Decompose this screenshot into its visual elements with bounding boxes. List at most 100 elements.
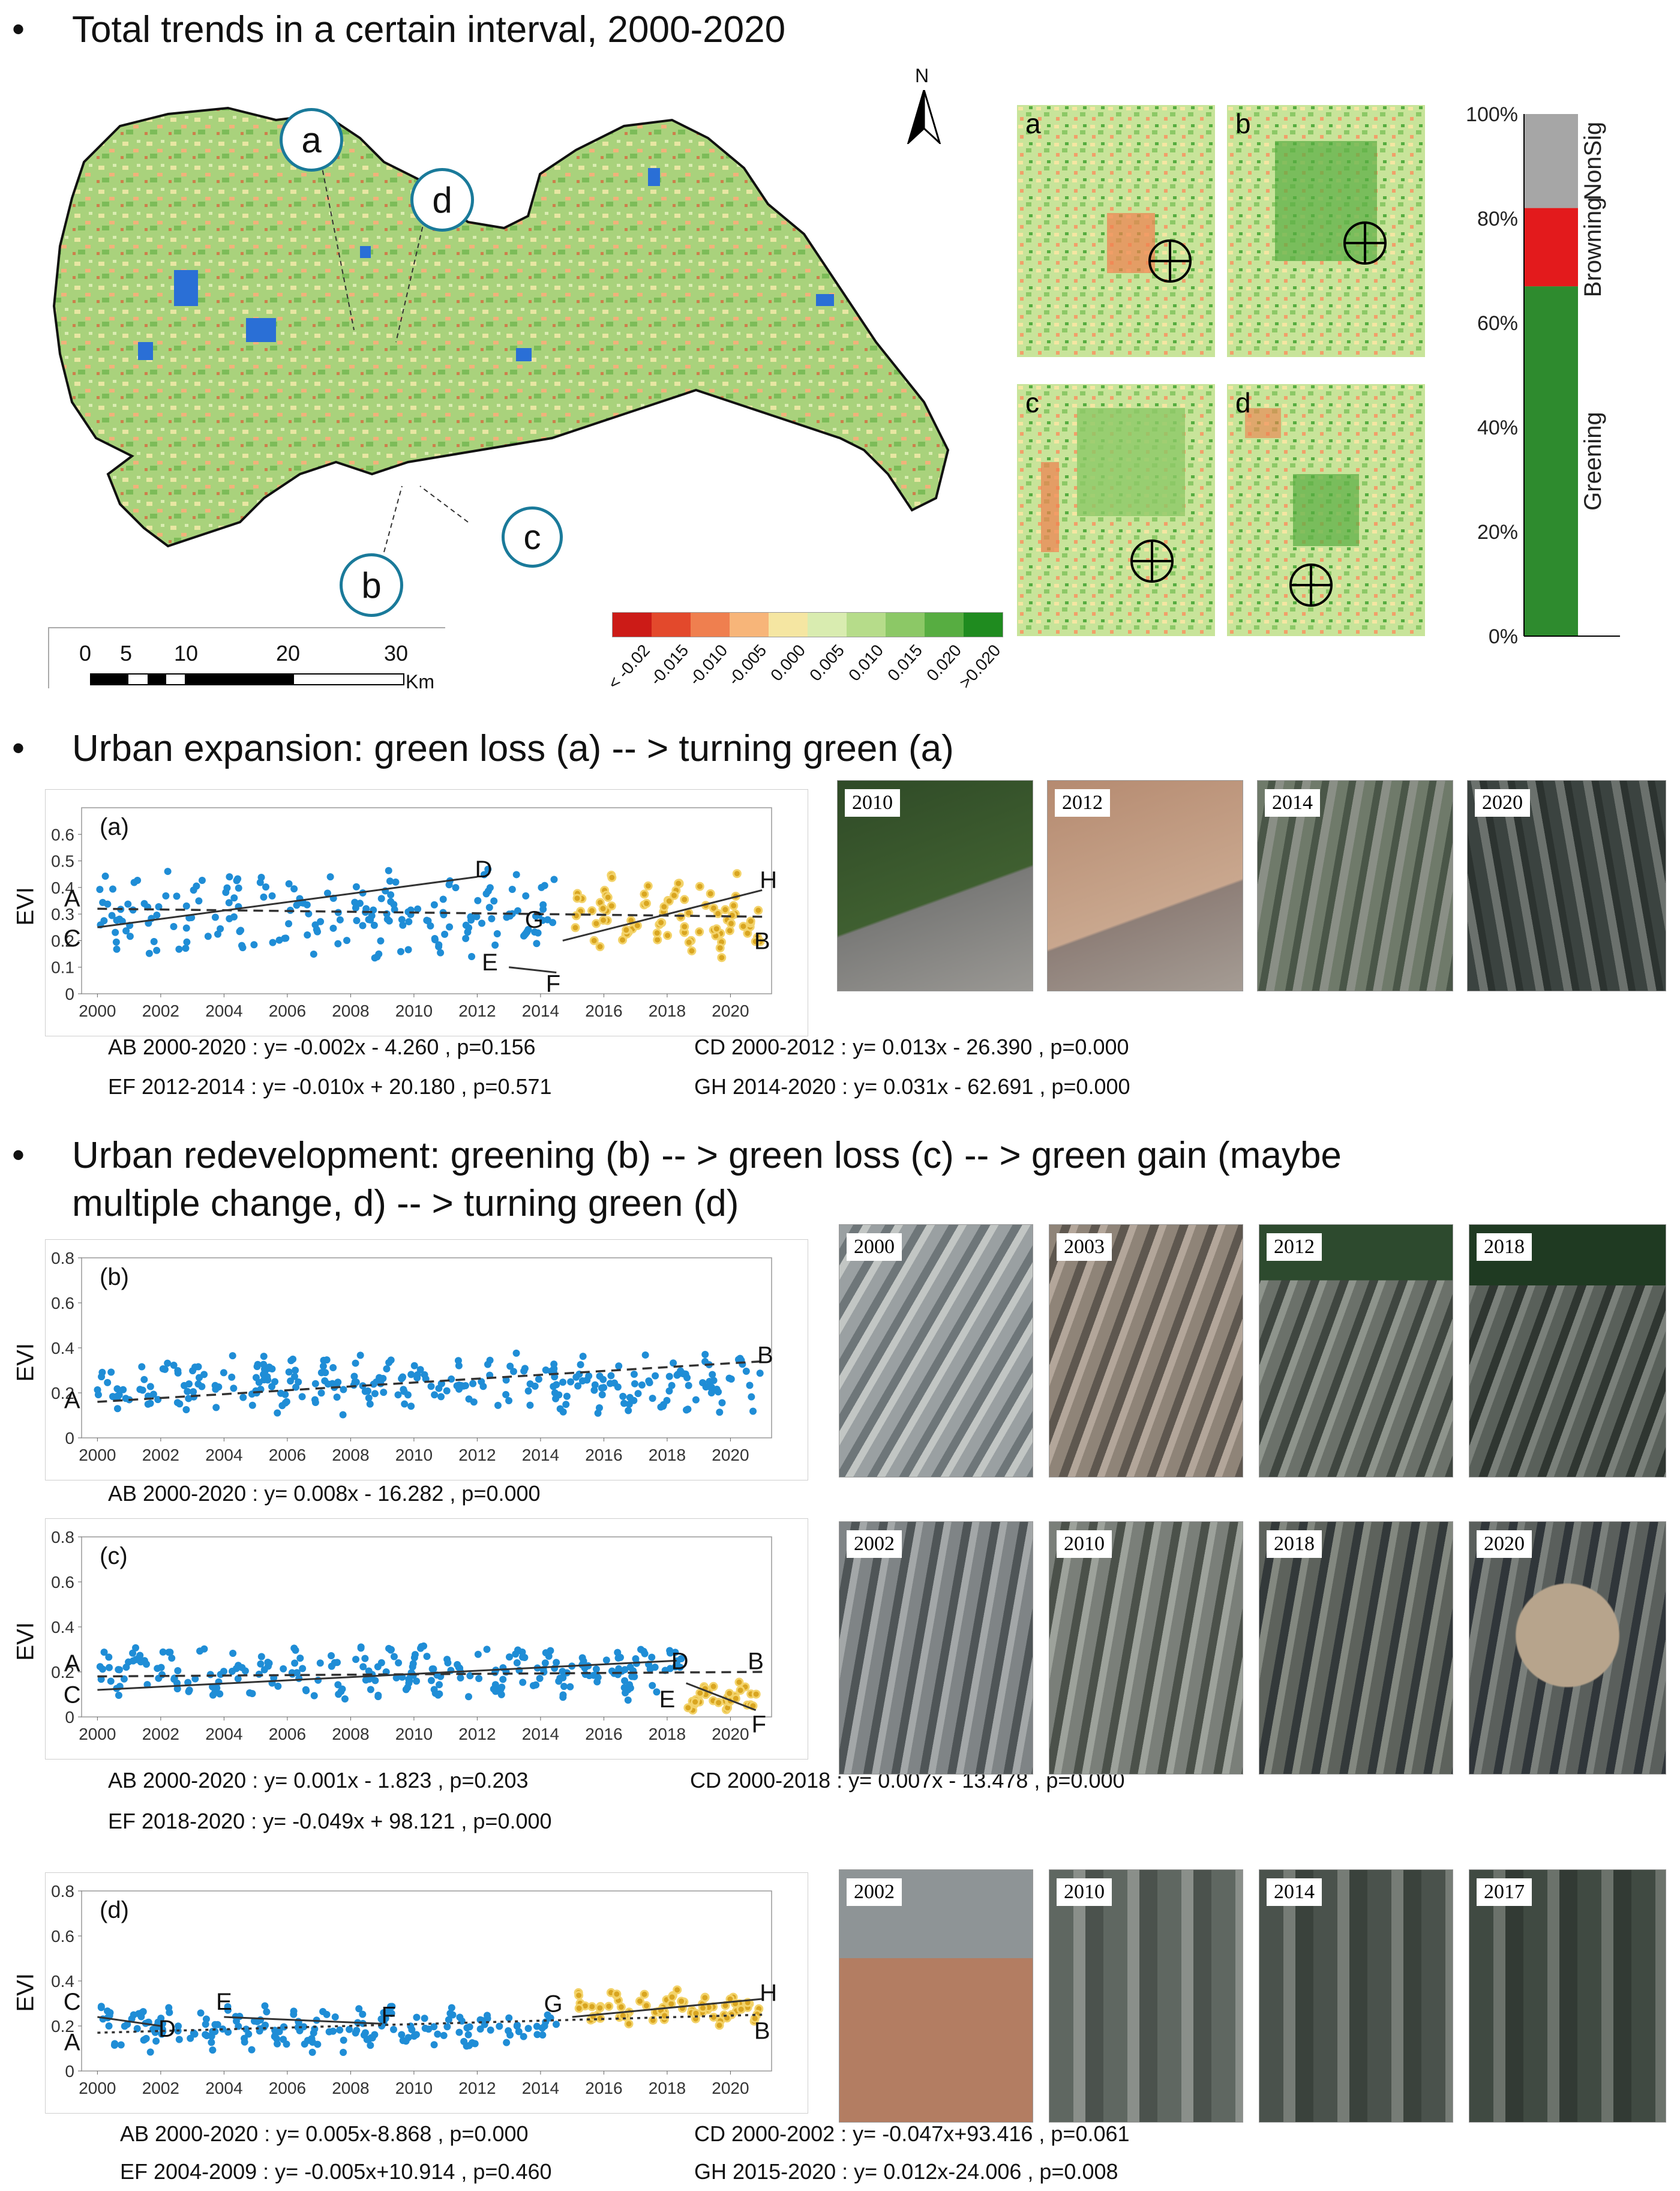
data-point xyxy=(181,1381,188,1389)
data-point xyxy=(291,1659,299,1667)
data-point xyxy=(235,884,242,892)
legend-label-2: -0.010 xyxy=(685,641,731,689)
data-point xyxy=(153,946,161,954)
equation-b-ab: AB 2000-2020 : y= 0.008x - 16.282 , p=0.… xyxy=(108,1481,541,1506)
legend-swatch-3 xyxy=(730,613,769,637)
data-point xyxy=(352,1359,359,1367)
equation-c-ab: AB 2000-2020 : y= 0.001x - 1.823 , p=0.2… xyxy=(108,1768,529,1793)
point-label-C: C xyxy=(64,1682,81,1709)
data-point xyxy=(571,923,580,933)
legend-swatch-2 xyxy=(691,613,730,637)
x-tick-label: 2000 xyxy=(79,1002,116,1020)
y-tick-label: 0 xyxy=(65,1429,74,1447)
data-point xyxy=(328,1662,335,1670)
data-point xyxy=(715,943,725,953)
scale-tick-5: 5 xyxy=(120,641,133,666)
equation-d-gh: GH 2015-2020 : y= 0.012x-24.006 , p=0.00… xyxy=(694,2159,1118,2184)
data-point xyxy=(695,927,704,937)
data-point xyxy=(439,895,447,903)
data-point xyxy=(323,2010,331,2018)
data-point xyxy=(607,1372,615,1380)
data-point xyxy=(248,2046,256,2054)
data-point xyxy=(556,1674,564,1682)
x-tick-label: 2018 xyxy=(649,1725,686,1743)
x-tick-label: 2018 xyxy=(649,1446,686,1464)
data-point xyxy=(217,1671,224,1679)
data-point xyxy=(100,917,108,925)
data-point xyxy=(665,1387,673,1395)
point-label-D: D xyxy=(475,856,493,883)
data-point xyxy=(387,1356,395,1364)
data-point xyxy=(363,2036,371,2043)
data-point xyxy=(668,1381,676,1389)
data-point xyxy=(319,1362,327,1370)
data-point xyxy=(640,1989,649,1999)
x-tick-label: 2010 xyxy=(395,1002,433,1020)
point-label-G: G xyxy=(544,1991,562,2018)
x-tick-label: 2008 xyxy=(332,1002,369,1020)
data-point xyxy=(437,1393,445,1401)
data-point xyxy=(513,2021,521,2029)
trend-line-CD xyxy=(97,876,478,928)
data-point xyxy=(387,898,395,906)
x-tick-label: 2008 xyxy=(332,1725,369,1743)
data-point xyxy=(412,2031,420,2039)
data-point xyxy=(182,1405,190,1413)
data-point xyxy=(574,1382,582,1390)
data-point xyxy=(229,1352,236,1360)
data-point xyxy=(454,1357,462,1365)
data-point xyxy=(142,1661,150,1668)
data-point xyxy=(134,876,142,884)
data-point xyxy=(619,1392,627,1400)
data-point xyxy=(643,881,653,891)
data-point xyxy=(374,1693,382,1701)
x-tick-label: 2002 xyxy=(142,1446,179,1464)
data-point xyxy=(191,1363,199,1371)
data-point xyxy=(437,949,445,957)
zoom-label-d: d xyxy=(1235,387,1251,418)
data-point xyxy=(145,949,153,957)
data-point xyxy=(310,950,317,958)
data-point xyxy=(457,1674,464,1682)
data-point xyxy=(159,1365,167,1372)
data-point xyxy=(295,2018,302,2025)
data-point xyxy=(685,1381,692,1389)
data-point xyxy=(374,1663,382,1671)
data-point xyxy=(164,1359,172,1367)
x-tick-label: 2020 xyxy=(712,1446,749,1464)
data-point xyxy=(139,1386,146,1394)
percent-tick-0: 0% xyxy=(1489,625,1518,648)
data-point xyxy=(443,1387,451,1395)
data-point xyxy=(427,922,434,930)
data-point xyxy=(119,1386,127,1393)
data-point xyxy=(621,1666,629,1674)
data-point xyxy=(340,1386,347,1393)
data-point xyxy=(136,1652,144,1659)
equation-a-cd: CD 2000-2012 : y= 0.013x - 26.390 , p=0.… xyxy=(694,1035,1129,1059)
x-tick-label: 2006 xyxy=(269,1002,306,1020)
data-point xyxy=(397,948,404,955)
data-point xyxy=(287,1357,295,1365)
data-point xyxy=(239,1393,247,1401)
data-point xyxy=(238,1664,246,1671)
data-point xyxy=(256,879,264,886)
data-point xyxy=(105,1653,113,1661)
data-point xyxy=(725,1689,734,1698)
y-tick-label: 0.2 xyxy=(51,2017,74,2036)
data-point xyxy=(404,2034,412,2042)
data-point xyxy=(490,1685,497,1693)
data-point xyxy=(746,1381,754,1389)
data-point xyxy=(274,1409,281,1417)
x-tick-label: 2004 xyxy=(205,1002,242,1020)
data-point xyxy=(291,1372,299,1380)
data-point xyxy=(598,1391,606,1399)
data-point xyxy=(298,1393,306,1401)
aerial-photo-b-2: 2003 xyxy=(1049,1224,1243,1477)
data-point xyxy=(336,2026,344,2034)
photo-year: 2017 xyxy=(1477,1878,1532,1906)
data-point xyxy=(485,904,493,912)
x-tick-label: 2000 xyxy=(79,1446,116,1464)
trend-line-AB xyxy=(97,907,763,918)
point-label-B: B xyxy=(754,2018,770,2045)
